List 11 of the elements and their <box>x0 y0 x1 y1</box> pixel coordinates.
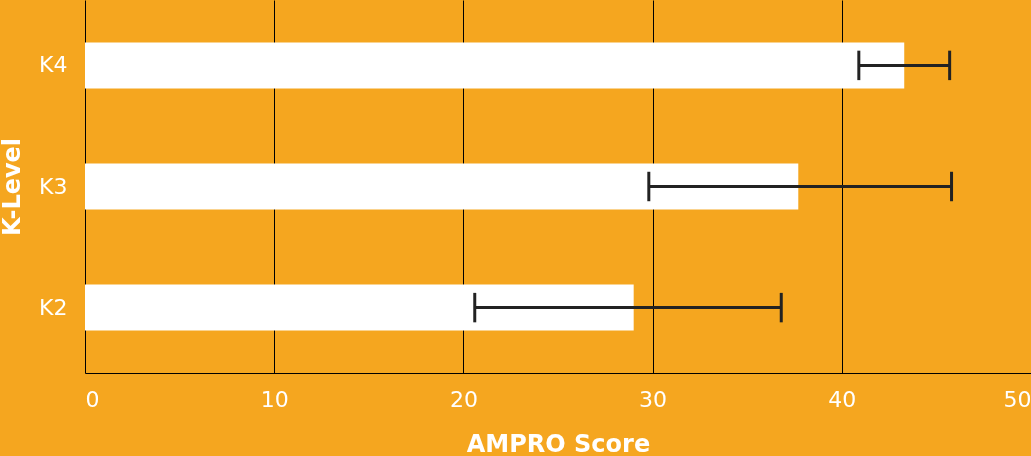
y-tick-label: K3 <box>39 173 68 199</box>
y-tick-label: K4 <box>39 52 68 78</box>
y-tick-label: K2 <box>39 294 68 320</box>
x-tick-label: 40 <box>828 386 857 412</box>
x-tick-label: 0 <box>85 386 100 412</box>
y-axis-title: K-Level <box>0 137 27 237</box>
x-tick-label: 50 <box>1003 386 1031 412</box>
x-tick-label: 10 <box>260 386 289 412</box>
x-tick-label: 30 <box>639 386 668 412</box>
x-tick-label: 20 <box>449 386 478 412</box>
x-axis-title: AMPRO Score <box>466 429 651 456</box>
